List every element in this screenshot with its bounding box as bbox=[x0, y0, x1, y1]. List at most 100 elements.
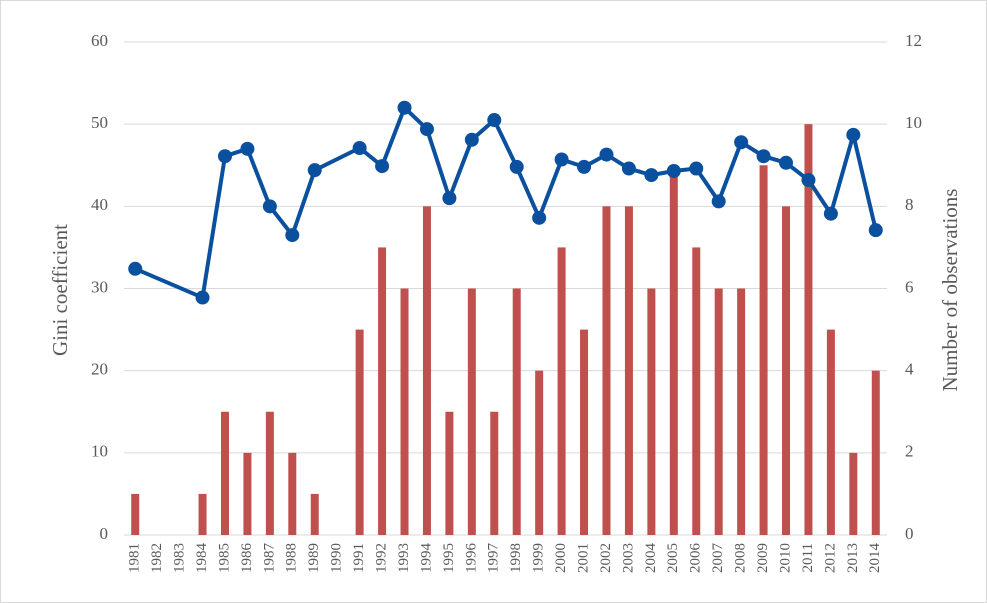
x-tick-label: 1993 bbox=[396, 543, 412, 573]
x-tick-label: 2009 bbox=[755, 543, 771, 573]
x-tick-label: 1992 bbox=[374, 543, 390, 573]
bar bbox=[602, 206, 611, 536]
bar bbox=[400, 288, 409, 535]
bar bbox=[580, 329, 589, 535]
x-tick-label: 1989 bbox=[306, 543, 322, 573]
x-tick-label: 2012 bbox=[822, 543, 838, 573]
bar bbox=[871, 370, 880, 535]
line-marker bbox=[644, 168, 659, 183]
y2-tick-label: 2 bbox=[905, 442, 914, 461]
line-marker bbox=[711, 194, 726, 209]
y2-tick-label: 12 bbox=[905, 31, 922, 50]
bar bbox=[512, 288, 521, 535]
line-marker bbox=[734, 135, 749, 150]
line-marker bbox=[397, 100, 412, 115]
line-marker bbox=[554, 152, 569, 167]
bar bbox=[288, 452, 297, 535]
bar bbox=[490, 411, 499, 535]
y-tick-label: 30 bbox=[91, 277, 108, 296]
line-marker bbox=[307, 163, 322, 178]
bar bbox=[378, 247, 387, 535]
x-tick-label: 1987 bbox=[261, 543, 277, 574]
x-tick-label: 1981 bbox=[127, 543, 143, 573]
x-tick-label: 1991 bbox=[351, 543, 367, 573]
x-tick-label: 1985 bbox=[216, 543, 232, 573]
bar bbox=[265, 411, 274, 535]
line-marker bbox=[442, 191, 457, 206]
x-tick-label: 2013 bbox=[845, 543, 861, 573]
bar bbox=[714, 288, 723, 535]
line-marker bbox=[823, 206, 838, 221]
bar bbox=[557, 247, 566, 535]
bar bbox=[535, 370, 544, 535]
line-marker bbox=[846, 127, 861, 142]
x-tick-label: 1990 bbox=[329, 543, 345, 573]
line-marker bbox=[419, 122, 434, 137]
bar bbox=[849, 452, 858, 535]
bar bbox=[220, 411, 229, 535]
x-tick-label: 1995 bbox=[441, 543, 457, 573]
line-marker bbox=[621, 161, 636, 176]
y-tick-label: 60 bbox=[91, 31, 108, 50]
line-marker bbox=[375, 159, 390, 174]
y-tick-label: 10 bbox=[91, 442, 108, 461]
line-marker bbox=[195, 290, 210, 305]
bar bbox=[310, 493, 319, 535]
bar bbox=[624, 206, 633, 536]
y-tick-label: 0 bbox=[100, 524, 109, 543]
x-tick-label: 2011 bbox=[800, 543, 816, 572]
line-marker bbox=[599, 147, 614, 162]
x-tick-label: 2000 bbox=[553, 543, 569, 573]
bar bbox=[804, 124, 813, 536]
line-marker bbox=[532, 210, 547, 225]
line-marker bbox=[262, 199, 277, 214]
bar bbox=[782, 206, 791, 536]
line-marker bbox=[509, 159, 524, 174]
line-marker bbox=[577, 159, 592, 174]
x-tick-label: 1996 bbox=[463, 543, 479, 574]
line-marker bbox=[756, 149, 771, 164]
x-tick-label: 1994 bbox=[418, 543, 434, 574]
line-marker bbox=[464, 132, 479, 147]
x-tick-label: 2005 bbox=[665, 543, 681, 573]
x-tick-label: 1982 bbox=[149, 543, 165, 573]
line-marker bbox=[868, 223, 883, 238]
x-tick-label: 2014 bbox=[867, 543, 883, 574]
bar bbox=[692, 247, 701, 535]
y-tick-label: 50 bbox=[91, 113, 108, 132]
line-marker bbox=[128, 261, 143, 276]
bar bbox=[467, 288, 476, 535]
y-axis-title: Gini coefficient bbox=[48, 224, 72, 356]
x-tick-label: 1983 bbox=[172, 543, 188, 573]
x-tick-label: 2001 bbox=[575, 543, 591, 573]
y-tick-label: 20 bbox=[91, 360, 108, 379]
line-marker bbox=[217, 149, 232, 164]
line-marker bbox=[779, 155, 794, 170]
x-tick-label: 2003 bbox=[620, 543, 636, 573]
bar bbox=[669, 165, 678, 535]
x-tick-label: 2007 bbox=[710, 543, 726, 574]
y2-tick-label: 6 bbox=[905, 277, 914, 296]
bar bbox=[355, 329, 364, 535]
x-tick-label: 1986 bbox=[239, 543, 255, 574]
x-tick-label: 2006 bbox=[688, 543, 704, 574]
x-tick-label: 1988 bbox=[284, 543, 300, 573]
bar bbox=[243, 452, 252, 535]
line-marker bbox=[285, 228, 300, 243]
x-tick-label: 1984 bbox=[194, 543, 210, 574]
bar bbox=[131, 493, 140, 535]
line-marker bbox=[240, 141, 255, 156]
x-tick-label: 1997 bbox=[486, 543, 502, 574]
bar bbox=[445, 411, 454, 535]
line-marker bbox=[352, 140, 367, 155]
x-tick-label: 2008 bbox=[733, 543, 749, 573]
x-tick-label: 2004 bbox=[643, 543, 659, 574]
y2-tick-label: 10 bbox=[905, 113, 922, 132]
x-tick-label: 1999 bbox=[531, 543, 547, 573]
bar bbox=[198, 493, 207, 535]
line-marker bbox=[487, 113, 502, 128]
y2-axis-title: Number of observations bbox=[938, 189, 962, 392]
y-tick-label: 40 bbox=[91, 195, 108, 214]
y2-tick-label: 0 bbox=[905, 524, 914, 543]
